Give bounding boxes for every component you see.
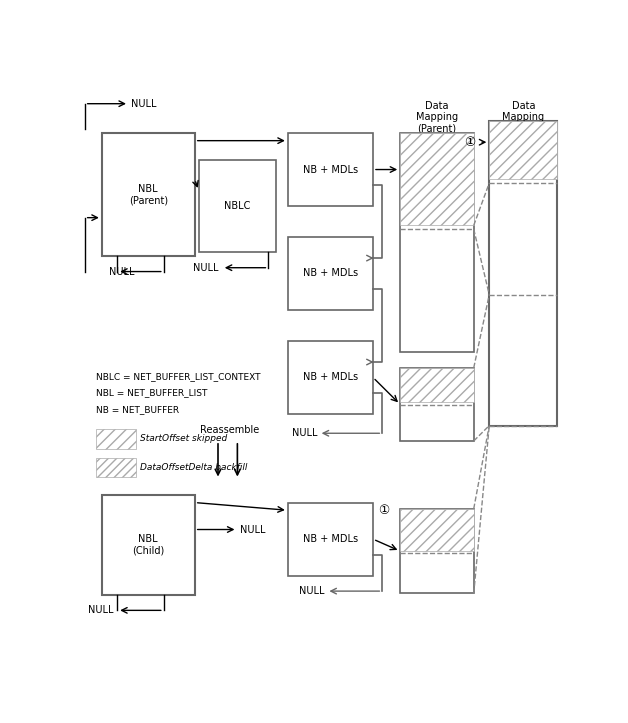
Bar: [288, 133, 373, 206]
Text: Data
Mapping
(Child): Data Mapping (Child): [502, 100, 544, 134]
Text: NULL: NULL: [131, 99, 157, 108]
Bar: [400, 368, 474, 441]
Bar: [400, 133, 474, 226]
Bar: [400, 509, 474, 594]
Bar: [489, 121, 558, 426]
Text: NULL: NULL: [109, 267, 135, 277]
Text: NBL
(Child): NBL (Child): [132, 534, 165, 556]
Text: ①: ①: [378, 504, 389, 517]
Text: StartOffset skipped: StartOffset skipped: [141, 434, 228, 443]
Text: NB + MDLs: NB + MDLs: [303, 534, 358, 544]
Text: NBL
(Parent): NBL (Parent): [129, 184, 168, 205]
Text: NULL: NULL: [88, 605, 114, 615]
Text: NB + MDLs: NB + MDLs: [303, 372, 358, 382]
Text: NB + MDLs: NB + MDLs: [303, 165, 358, 174]
Text: NBLC: NBLC: [224, 201, 251, 211]
Text: ①: ①: [464, 136, 475, 149]
Text: NULL: NULL: [193, 262, 218, 273]
Text: Data
Mapping
(Parent): Data Mapping (Parent): [416, 100, 458, 134]
Text: NULL: NULL: [300, 586, 325, 596]
Bar: [400, 509, 474, 551]
Bar: [489, 121, 558, 179]
Bar: [102, 133, 195, 256]
Text: NULL: NULL: [291, 428, 317, 438]
Bar: [102, 495, 195, 595]
Bar: [288, 502, 373, 576]
Bar: [288, 237, 373, 310]
Text: DataOffsetDelta backfill: DataOffsetDelta backfill: [141, 463, 248, 471]
Bar: [400, 133, 474, 352]
Bar: [198, 160, 276, 252]
Text: NBL = NET_BUFFER_LIST: NBL = NET_BUFFER_LIST: [95, 388, 207, 398]
Text: NBLC = NET_BUFFER_LIST_CONTEXT: NBLC = NET_BUFFER_LIST_CONTEXT: [95, 372, 260, 381]
Text: NULL: NULL: [240, 524, 265, 534]
Bar: [288, 341, 373, 414]
Bar: [95, 429, 136, 449]
Text: NB + MDLs: NB + MDLs: [303, 268, 358, 278]
Text: NB = NET_BUFFER: NB = NET_BUFFER: [95, 406, 179, 414]
Text: Reassemble: Reassemble: [200, 425, 259, 435]
Bar: [400, 368, 474, 403]
Bar: [95, 458, 136, 477]
